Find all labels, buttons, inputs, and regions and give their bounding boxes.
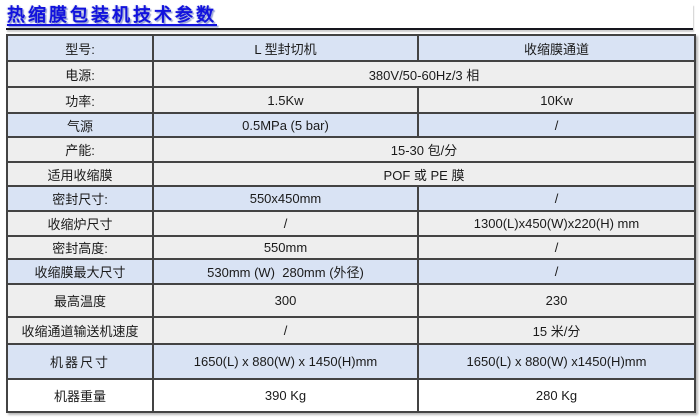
row-value-left: 390 Kg	[152, 378, 419, 413]
row-value-left: /	[152, 316, 419, 345]
row-value-right: 10Kw	[417, 86, 696, 114]
row-value-right: 15 米/分	[417, 316, 696, 345]
row-value-right: 230	[417, 283, 696, 318]
table-row-sealing-height: 密封高度: 550mm /	[6, 235, 696, 260]
table-row-film-type: 适用收缩膜 POF 或 PE 膜	[6, 161, 696, 187]
spec-table: 型号: L 型封切机 收缩膜通道 电源: 380V/50-60Hz/3 相 功率…	[6, 34, 696, 413]
row-value-merged: 15-30 包/分	[152, 136, 696, 163]
row-value-right: /	[417, 258, 696, 285]
row-label: 收缩膜最大尺寸	[6, 258, 154, 285]
page-title: 热缩膜包装机技术参数	[7, 5, 217, 25]
col-header-left: L 型封切机	[152, 34, 419, 62]
row-label: 功率:	[6, 86, 154, 114]
row-value-right: 280 Kg	[417, 378, 696, 413]
row-value-left: 0.5MPa (5 bar)	[152, 112, 419, 138]
row-label: 机器尺寸	[6, 343, 154, 380]
row-value-right: /	[417, 185, 696, 212]
row-label: 型号:	[6, 34, 154, 62]
row-value-right: /	[417, 112, 696, 138]
row-value-merged: POF 或 PE 膜	[152, 161, 696, 187]
table-row-sealing-size: 密封尺寸: 550x450mm /	[6, 185, 696, 212]
row-value-left: 550mm	[152, 235, 419, 260]
row-value-left: /	[152, 210, 419, 237]
row-label: 密封高度:	[6, 235, 154, 260]
row-label: 收缩炉尺寸	[6, 210, 154, 237]
table-row-power: 功率: 1.5Kw 10Kw	[6, 86, 696, 114]
row-label: 密封尺寸:	[6, 185, 154, 212]
table-row-model: 型号: L 型封切机 收缩膜通道	[6, 34, 696, 62]
table-row-power-supply: 电源: 380V/50-60Hz/3 相	[6, 60, 696, 88]
table-row-oven-size: 收缩炉尺寸 / 1300(L)x450(W)x220(H) mm	[6, 210, 696, 237]
row-label: 收缩通道输送机速度	[6, 316, 154, 345]
table-row-conveyor-speed: 收缩通道输送机速度 / 15 米/分	[6, 316, 696, 345]
row-label: 机器重量	[6, 378, 154, 413]
row-value-right: 1300(L)x450(W)x220(H) mm	[417, 210, 696, 237]
document-header: 热缩膜包装机技术参数	[6, 4, 693, 30]
row-value-left: 1.5Kw	[152, 86, 419, 114]
row-value-right: 1650(L) x 880(W) x1450(H)mm	[417, 343, 696, 380]
table-row-max-film-size: 收缩膜最大尺寸 530mm (W) 280mm (外径) /	[6, 258, 696, 285]
row-label: 电源:	[6, 60, 154, 88]
table-row-capacity: 产能: 15-30 包/分	[6, 136, 696, 163]
row-value-left: 300	[152, 283, 419, 318]
row-label: 气源	[6, 112, 154, 138]
table-row-air-source: 气源 0.5MPa (5 bar) /	[6, 112, 696, 138]
table-row-machine-size: 机器尺寸 1650(L) x 880(W) x 1450(H)mm 1650(L…	[6, 343, 696, 380]
row-value-left: 530mm (W) 280mm (外径)	[152, 258, 419, 285]
row-value-left: 550x450mm	[152, 185, 419, 212]
row-value-right: /	[417, 235, 696, 260]
row-label: 产能:	[6, 136, 154, 163]
row-label: 最高温度	[6, 283, 154, 318]
row-label: 适用收缩膜	[6, 161, 154, 187]
col-header-right: 收缩膜通道	[417, 34, 696, 62]
row-value-left: 1650(L) x 880(W) x 1450(H)mm	[152, 343, 419, 380]
table-row-max-temperature: 最高温度 300 230	[6, 283, 696, 318]
row-value-merged: 380V/50-60Hz/3 相	[152, 60, 696, 88]
table-row-machine-weight: 机器重量 390 Kg 280 Kg	[6, 378, 696, 413]
